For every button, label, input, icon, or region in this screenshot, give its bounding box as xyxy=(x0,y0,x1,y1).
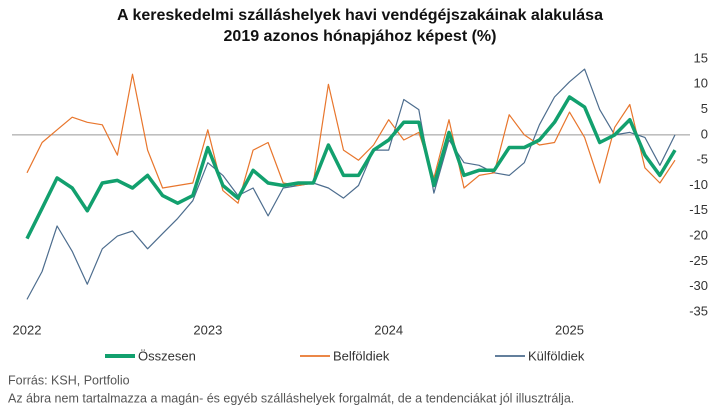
y-tick-label: -5 xyxy=(696,152,708,167)
x-tick-label: 2022 xyxy=(13,322,42,337)
legend-label: Belföldiek xyxy=(333,348,390,363)
y-tick-label: -15 xyxy=(689,202,708,217)
series-line xyxy=(25,95,677,240)
note: Az ábra nem tartalmazza a magán- és egyé… xyxy=(8,391,574,405)
y-tick-label: 0 xyxy=(701,126,708,141)
chart-title: A kereskedelmi szálláshelyek havi vendég… xyxy=(117,7,603,24)
y-tick-label: -20 xyxy=(689,228,708,243)
y-tick-label: 15 xyxy=(694,50,708,65)
series-line xyxy=(26,73,676,204)
x-tick-label: 2024 xyxy=(374,322,403,337)
legend-label: Összesen xyxy=(138,348,196,363)
legend-label: Külföldiek xyxy=(528,348,585,363)
x-tick-label: 2023 xyxy=(193,322,222,337)
y-tick-label: 5 xyxy=(701,101,708,116)
y-tick-label: -25 xyxy=(689,253,708,268)
y-tick-label: -30 xyxy=(689,278,708,293)
y-tick-label: 10 xyxy=(694,76,708,91)
y-tick-label: -35 xyxy=(689,303,708,318)
y-tick-label: -10 xyxy=(689,177,708,192)
x-tick-label: 2025 xyxy=(555,322,584,337)
chart-title: 2019 azonos hónapjához képest (%) xyxy=(224,28,497,45)
source: Forrás: KSH, Portfolio xyxy=(8,373,130,387)
series-line xyxy=(26,68,676,300)
